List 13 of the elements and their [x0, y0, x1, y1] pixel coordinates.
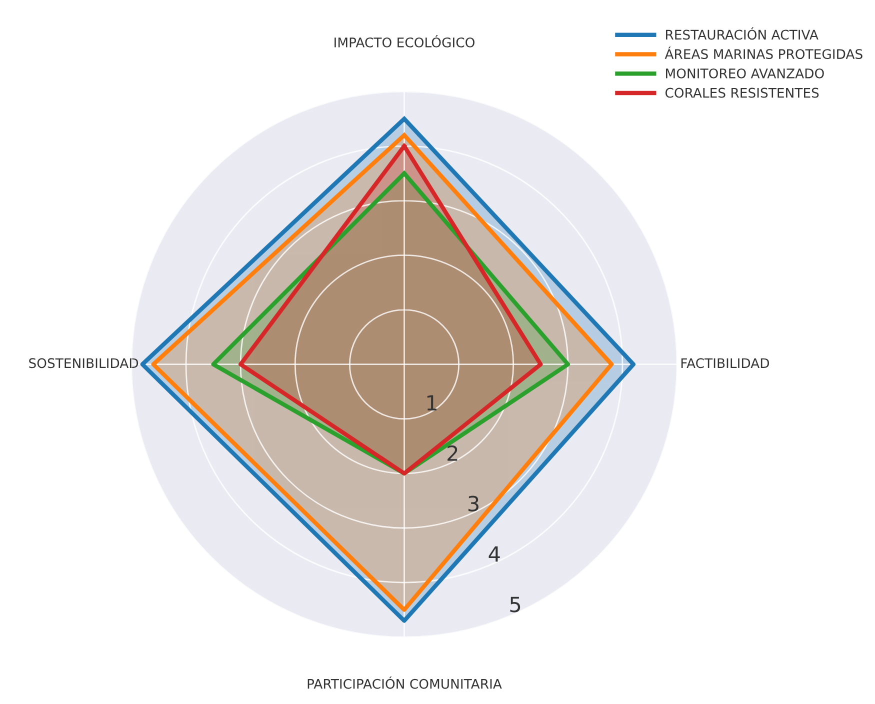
legend-label: CORALES RESISTENTES — [665, 88, 819, 98]
legend-label: RESTAURACIÓN ACTIVA — [666, 27, 818, 40]
legend-label: MONITOREO AVANZADO — [666, 68, 824, 78]
spoke-label: SOSTENIBILIDAD — [29, 358, 138, 368]
y-tick-label: 4 — [488, 546, 500, 562]
y-tick-label: 5 — [510, 596, 520, 612]
spoke-label: IMPACTO ECOLÓGICO — [334, 35, 474, 48]
spoke-label: PARTICIPACIÓN COMUNITARIA — [308, 676, 502, 689]
spoke-label: FACTIBILIDAD — [681, 358, 770, 368]
legend-label: ÁREAS MARINAS PROTEGIDAS — [664, 46, 862, 60]
y-tick-label: 3 — [468, 496, 478, 512]
y-tick-label: 1 — [427, 395, 436, 410]
y-tick-label: 2 — [448, 445, 458, 461]
